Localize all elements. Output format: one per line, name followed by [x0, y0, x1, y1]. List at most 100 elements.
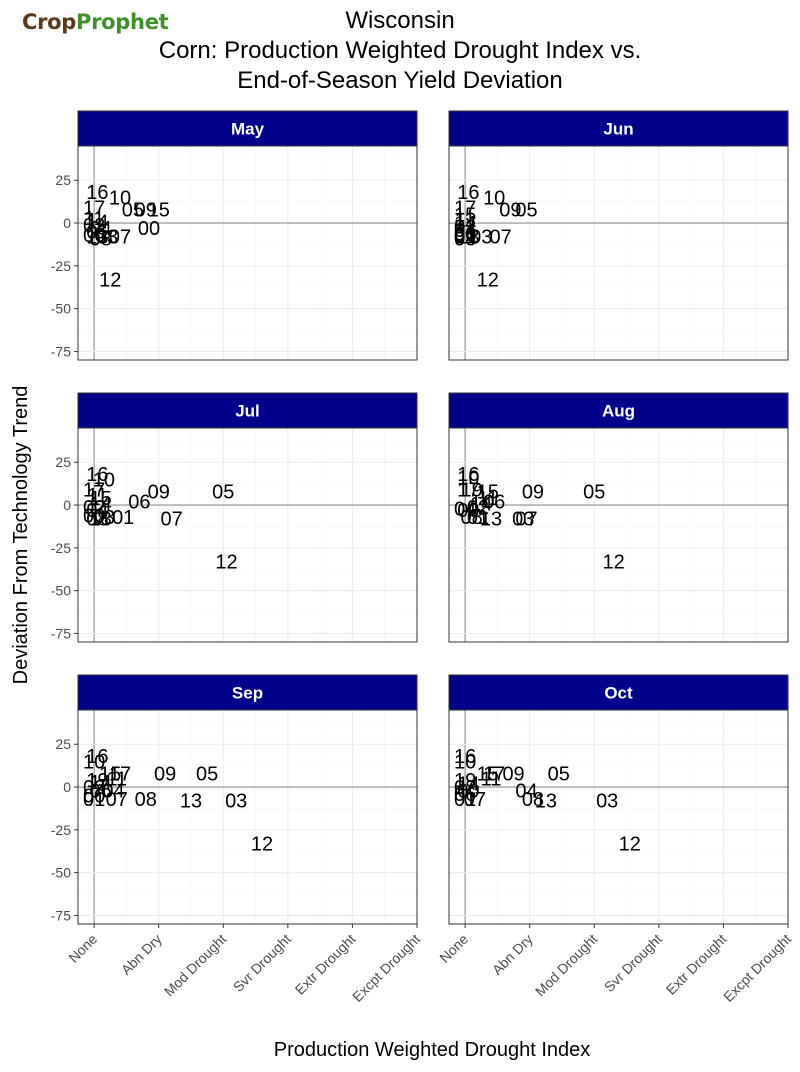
facet-strip-sep — [77, 674, 418, 711]
data-point-label-jun-06: 06 — [454, 225, 476, 247]
data-point-label-aug-10: 10 — [457, 468, 479, 490]
data-point-label-sep-13: 13 — [180, 791, 202, 813]
data-point-label-jul-15: 15 — [89, 488, 111, 510]
facet-strip-label-oct: Oct — [604, 684, 633, 703]
data-point-label-oct-03: 03 — [596, 791, 618, 813]
data-point-label-may-02: 02 — [83, 215, 105, 237]
data-point-label-oct-13: 13 — [535, 791, 557, 813]
data-point-label-oct-00: 00 — [457, 780, 479, 802]
data-point-label-aug-16: 16 — [457, 464, 479, 486]
y-tick-label: -50 — [51, 865, 71, 881]
data-point-label-aug-09: 09 — [522, 481, 544, 503]
data-point-label-sep-03: 03 — [225, 791, 247, 813]
data-point-label-jul-07: 07 — [161, 509, 183, 531]
x-tick-label: Excpt Drought — [349, 931, 423, 1005]
data-point-label-jun-05: 05 — [515, 199, 537, 221]
data-point-label-aug-05: 05 — [583, 481, 605, 503]
data-point-label-aug-04: 04 — [454, 498, 476, 520]
data-point-label-may-17: 17 — [83, 198, 105, 220]
data-point-label-may-12: 12 — [99, 270, 121, 292]
x-tick-label: Abn Dry — [489, 931, 536, 978]
y-tick-label: 25 — [55, 172, 71, 188]
data-point-label-sep-14: 14 — [89, 772, 111, 794]
data-point-label-may-03: 03 — [96, 227, 118, 249]
x-tick-label: Svr Drought — [230, 931, 294, 995]
panel-border-jul — [77, 427, 418, 643]
data-point-label-sep-07: 07 — [106, 789, 128, 811]
data-point-label-sep-05: 05 — [196, 763, 218, 785]
y-tick-label: -25 — [51, 822, 71, 838]
x-tick-label: Extr Drought — [663, 931, 730, 998]
y-tick-label: -75 — [51, 907, 71, 923]
data-point-label-aug-07: 07 — [515, 509, 537, 531]
data-point-label-jun-17: 17 — [454, 198, 476, 220]
data-point-label-jul-02: 02 — [83, 497, 105, 519]
y-tick-label: -75 — [51, 343, 71, 359]
panel-border-aug — [448, 427, 789, 643]
data-point-label-may-11: 11 — [84, 208, 105, 230]
data-point-label-jul-00: 00 — [83, 505, 105, 527]
x-tick-label: Extr Drought — [292, 931, 359, 998]
facet-strip-label-jun: Jun — [603, 120, 633, 139]
data-point-label-may-06: 06 — [83, 225, 105, 247]
panel-background-jun — [449, 146, 788, 360]
data-point-label-jun-12: 12 — [477, 270, 499, 292]
x-tick-label: Mod Drought — [532, 931, 601, 1000]
data-point-label-may-05: 05 — [122, 199, 144, 221]
data-point-label-oct-04: 04 — [515, 780, 537, 802]
data-point-label-aug-12: 12 — [603, 552, 625, 574]
data-point-label-oct-02: 02 — [454, 777, 476, 799]
data-point-label-sep-00: 00 — [83, 786, 105, 808]
data-point-label-jul-05: 05 — [212, 481, 234, 503]
facet-strip-label-jul: Jul — [235, 402, 260, 421]
data-point-label-jun-16: 16 — [457, 182, 479, 204]
x-tick-label: Excpt Drought — [720, 931, 794, 1005]
data-point-label-jun-02: 02 — [454, 216, 476, 238]
panel-border-oct — [448, 709, 789, 925]
data-point-label-may-07: 07 — [109, 227, 131, 249]
facet-strip-label-aug: Aug — [602, 402, 635, 421]
data-point-label-jun-00: 00 — [454, 223, 476, 245]
data-point-label-aug-19: 19 — [460, 480, 482, 502]
data-point-label-may-00: 00 — [138, 218, 160, 240]
data-point-label-aug-01: 01 — [467, 507, 489, 529]
data-point-label-sep-17: 17 — [109, 763, 131, 785]
y-axis-title: Deviation From Technology Trend — [10, 386, 32, 685]
data-point-label-sep-12: 12 — [251, 834, 273, 856]
data-point-label-oct-09: 09 — [502, 763, 524, 785]
data-point-label-aug-00: 00 — [457, 500, 479, 522]
data-point-label-aug-15: 15 — [477, 481, 499, 503]
data-point-label-may-09: 09 — [135, 199, 157, 221]
data-point-label-jul-13: 13 — [89, 509, 111, 531]
y-tick-label: -75 — [51, 625, 71, 641]
chart-title-line-2: Corn: Production Weighted Drought Index … — [158, 37, 642, 64]
data-point-label-sep-19: 19 — [86, 770, 108, 792]
data-point-label-sep-08: 08 — [135, 789, 157, 811]
data-point-label-jun-09: 09 — [499, 199, 521, 221]
panel-background-may — [78, 146, 417, 360]
data-point-label-oct-17: 17 — [483, 763, 505, 785]
data-point-label-oct-10: 10 — [454, 751, 476, 773]
x-tick-label: Svr Drought — [601, 931, 665, 995]
data-point-label-oct-12: 12 — [619, 834, 641, 856]
y-tick-label: -25 — [51, 540, 71, 556]
data-point-label-jun-07: 07 — [490, 227, 512, 249]
x-tick-label: None — [436, 931, 471, 966]
data-point-label-sep-02: 02 — [83, 777, 105, 799]
y-tick-label: -50 — [51, 301, 71, 317]
data-point-label-jun-14: 14 — [454, 213, 476, 235]
data-point-label-jun-15: 15 — [454, 204, 476, 226]
data-point-label-aug-08: 08 — [460, 507, 482, 529]
y-tick-label: -50 — [51, 583, 71, 599]
data-point-label-may-16: 16 — [86, 182, 108, 204]
data-point-label-jul-04: 04 — [86, 500, 108, 522]
data-point-label-oct-16: 16 — [454, 746, 476, 768]
y-tick-label: 25 — [55, 736, 71, 752]
data-point-label-may-13: 13 — [86, 227, 108, 249]
data-point-label-oct-07: 07 — [464, 789, 486, 811]
data-point-label-may-01: 01 — [86, 222, 108, 244]
data-point-label-oct-14: 14 — [457, 774, 479, 796]
logo-part-crop: Crop — [22, 10, 77, 34]
data-point-label-jun-13: 13 — [457, 227, 479, 249]
